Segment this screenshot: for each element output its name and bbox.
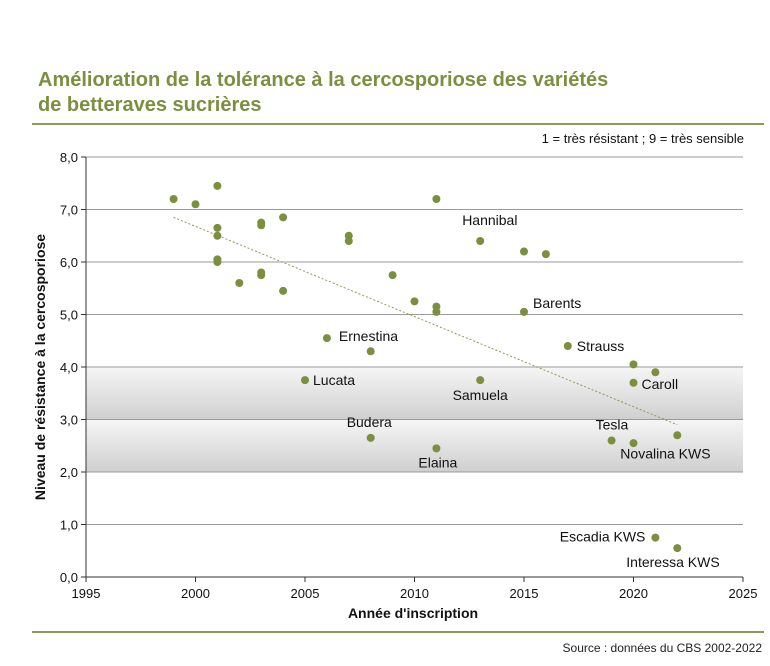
point-label: Strauss <box>577 338 624 354</box>
point-label: Elaina <box>418 454 457 470</box>
chart-title-line-2: de betteraves sucrières <box>38 94 262 116</box>
y-tick-label: 3,0 <box>60 413 78 428</box>
data-point <box>541 250 550 259</box>
data-point <box>388 271 397 280</box>
data-point <box>213 258 222 266</box>
data-point <box>366 433 375 442</box>
y-tick-label: 2,0 <box>60 465 78 480</box>
data-point <box>257 221 266 230</box>
data-point <box>629 378 638 387</box>
data-point <box>344 237 353 245</box>
data-point <box>432 307 441 316</box>
grid-lines <box>86 156 743 578</box>
y-tick-label: 0,0 <box>60 570 78 585</box>
data-point <box>257 271 266 280</box>
data-point <box>651 533 660 542</box>
trend-line-group <box>173 216 678 426</box>
data-point <box>673 431 682 440</box>
y-axis-label: Niveau de résistance à la cercosporiose <box>32 234 48 500</box>
scale-note: 1 = très résistant ; 9 = très sensible <box>541 131 744 146</box>
point-labels: Lucata Ernestina Budera Elaina Hannibal Samue… <box>313 212 720 570</box>
chart-title-line-1: Amélioration de la tolérance à la cercos… <box>38 69 609 91</box>
data-point <box>213 231 222 240</box>
data-point <box>629 439 638 448</box>
data-point <box>520 247 528 256</box>
x-tick-label: 2010 <box>400 586 429 601</box>
point-label: Samuela <box>453 387 508 403</box>
x-tick-label: 1995 <box>72 586 101 601</box>
y-tick-label: 6,0 <box>60 255 78 270</box>
y-tick-label: 5,0 <box>60 308 78 323</box>
x-tick-label: 2025 <box>729 586 758 601</box>
point-label: Novalina KWS <box>620 445 710 461</box>
data-point <box>410 297 419 306</box>
point-label: Interessa KWS <box>626 554 719 570</box>
data-point <box>629 360 638 369</box>
axes: 0,0 1,0 2,0 3,0 4,0 5,0 6,0 7,0 8,0 1995 2000 2005 2… <box>60 150 758 601</box>
data-point <box>607 436 616 445</box>
top-divider <box>32 123 764 125</box>
data-point <box>476 376 485 385</box>
trend-line <box>173 216 678 426</box>
data-point <box>322 334 331 343</box>
data-point <box>476 237 485 245</box>
x-tick-label: 2000 <box>181 586 210 601</box>
point-label: Caroll <box>642 376 679 392</box>
data-point <box>279 213 288 222</box>
chart-title: Amélioration de la tolérance à la cercos… <box>38 68 738 118</box>
data-point <box>432 444 441 453</box>
data-point <box>563 342 572 350</box>
data-point <box>279 286 288 295</box>
data-point <box>301 376 309 385</box>
point-label: Budera <box>347 414 392 430</box>
resistance-band-1 <box>86 367 743 420</box>
data-point <box>651 368 660 377</box>
point-label: Lucata <box>313 372 355 388</box>
x-tick-label: 2020 <box>619 586 648 601</box>
point-label: Ernestina <box>339 328 398 344</box>
data-point <box>673 544 682 553</box>
x-axis-label: Année d'inscription <box>348 605 478 621</box>
data-point <box>235 279 244 287</box>
bottom-divider <box>32 631 764 633</box>
data-point <box>191 200 200 209</box>
data-point <box>169 195 178 203</box>
point-label: Barents <box>533 295 581 311</box>
source-note: Source : données du CBS 2002-2022 <box>562 641 762 655</box>
data-point <box>213 181 222 190</box>
y-tick-label: 8,0 <box>60 150 78 165</box>
point-label: Escadia KWS <box>560 529 646 545</box>
y-tick-label: 7,0 <box>60 203 78 218</box>
point-label: Tesla <box>596 417 629 433</box>
x-tick-label: 2005 <box>291 586 320 601</box>
data-point <box>213 223 222 232</box>
data-point <box>432 195 441 203</box>
reference-bands <box>86 367 743 472</box>
point-label: Hannibal <box>462 212 517 228</box>
y-tick-label: 4,0 <box>60 360 78 375</box>
data-point <box>366 347 375 356</box>
x-tick-label: 2015 <box>510 586 539 601</box>
data-point <box>520 307 528 316</box>
data-points <box>169 181 682 553</box>
y-tick-label: 1,0 <box>60 518 78 533</box>
